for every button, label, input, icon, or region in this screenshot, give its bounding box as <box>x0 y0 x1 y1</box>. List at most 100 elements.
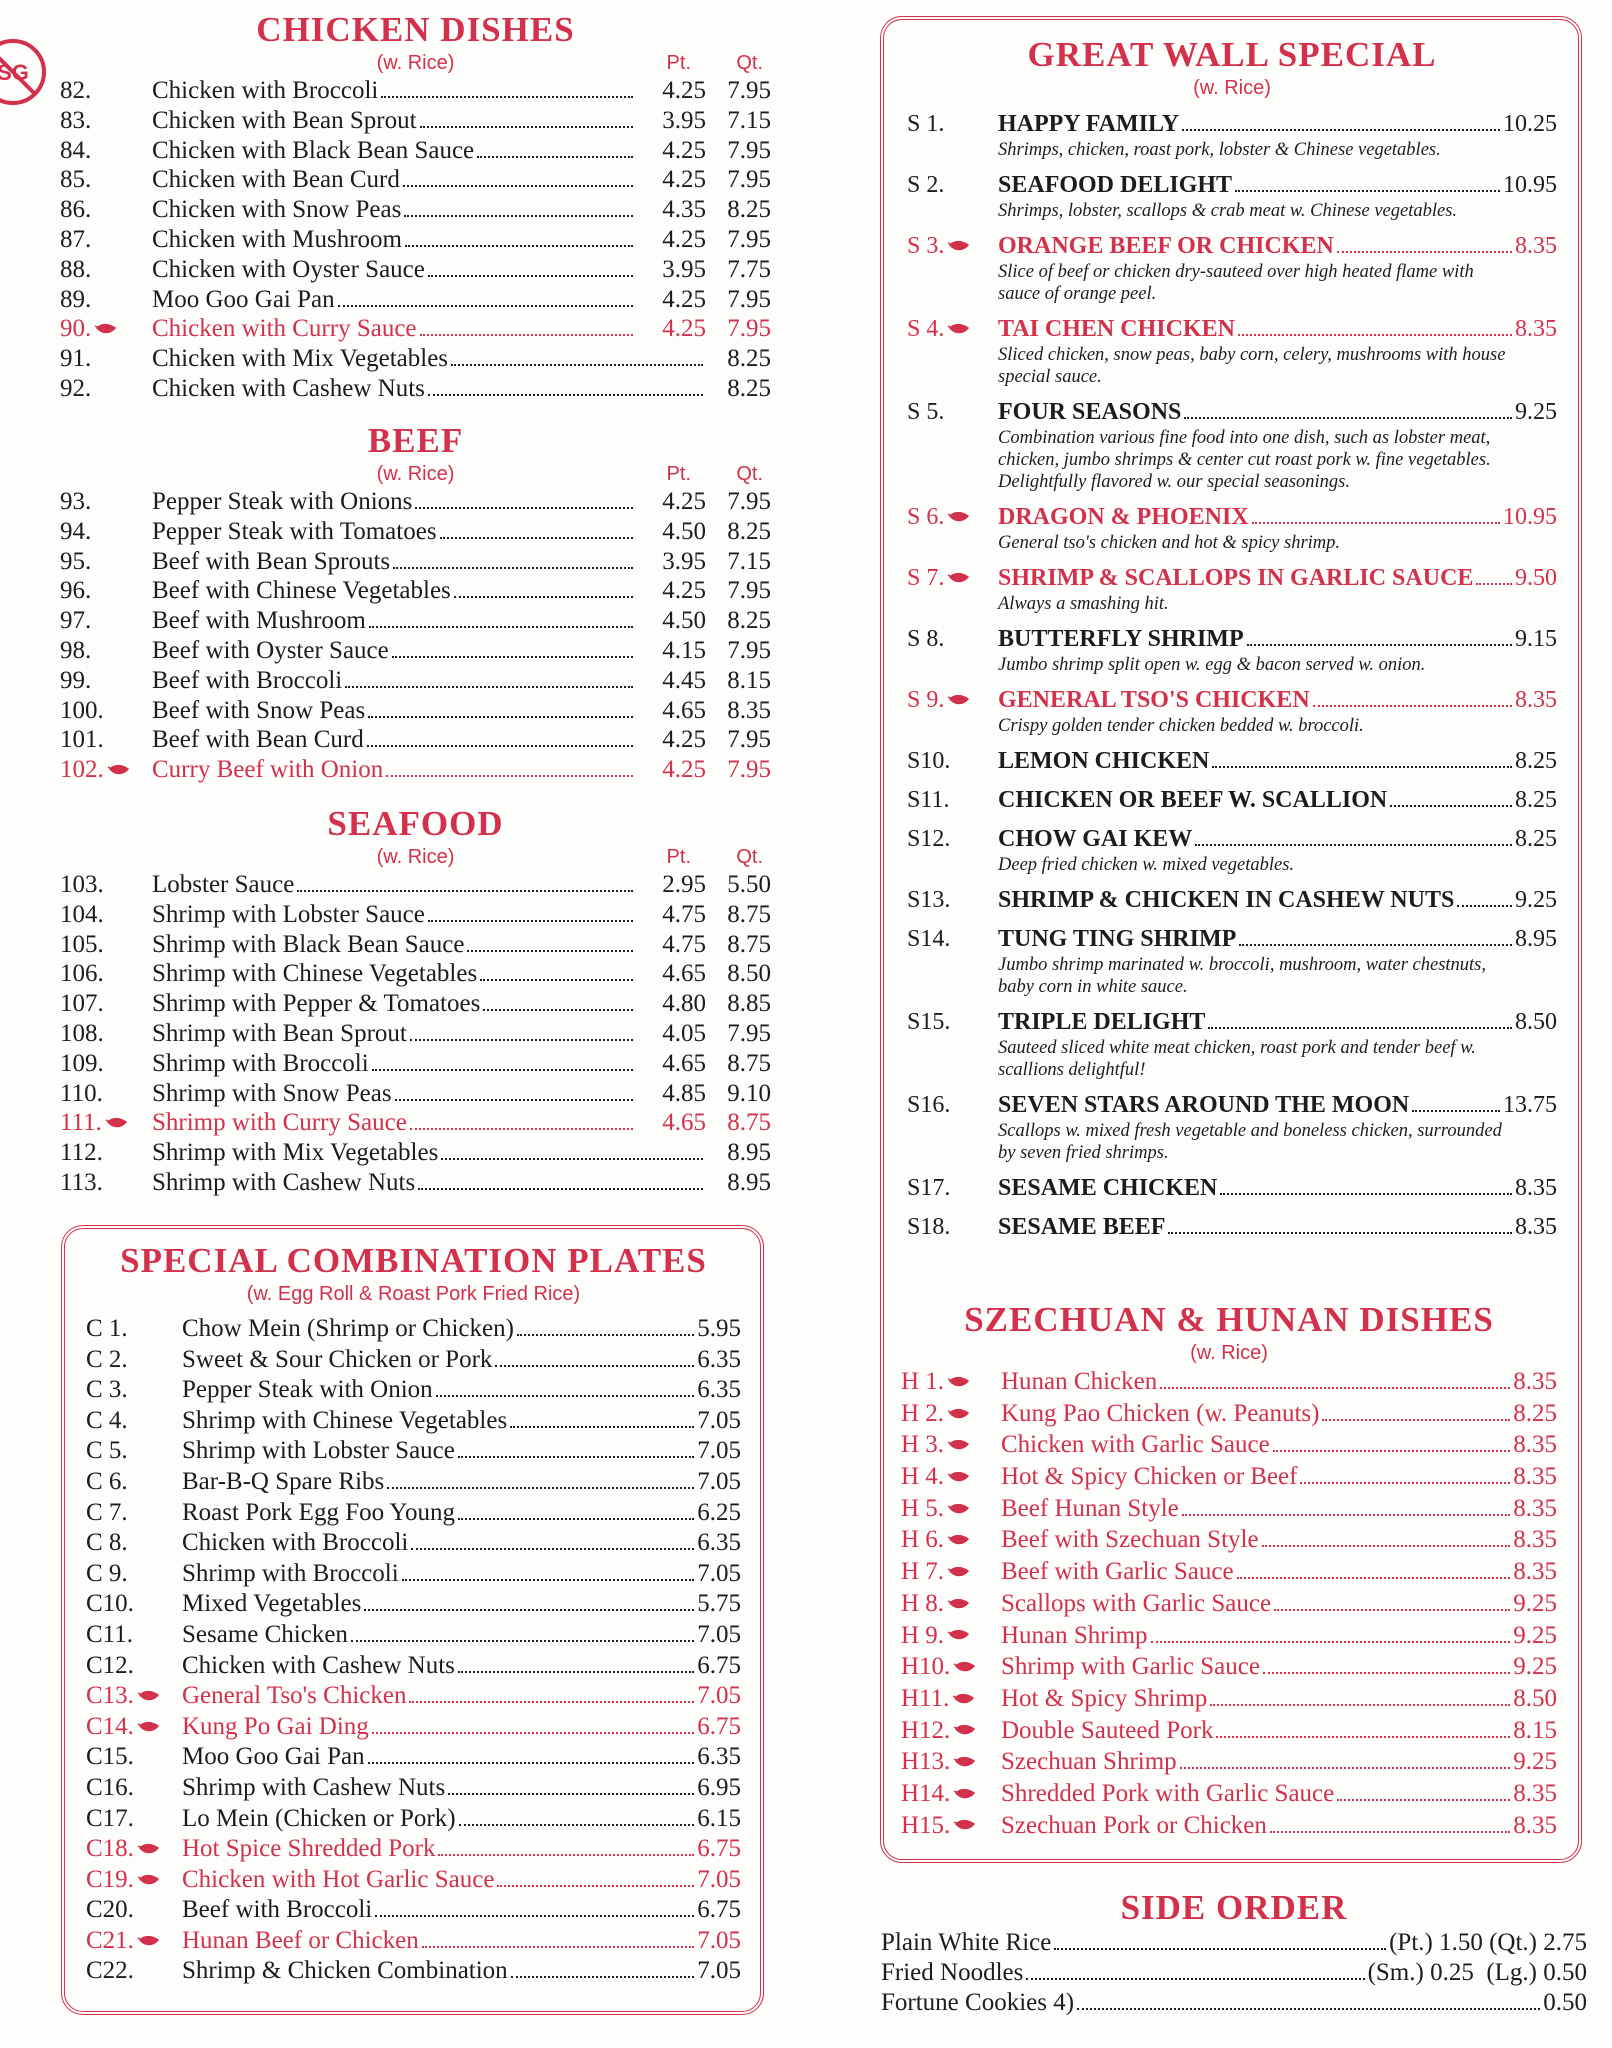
item-number-text: H10. <box>901 1653 951 1681</box>
item-name: Shrimp with Mix Vegetables <box>152 1139 439 1167</box>
item-name: Chicken with Mushroom <box>152 225 402 253</box>
menu-item: H15. Szechuan Pork or Chicken 8.35 <box>901 1810 1557 1842</box>
menu-item: C13. General Tso's Chicken 7.05 <box>86 1681 741 1712</box>
item-price: 8.50 <box>1513 1684 1557 1712</box>
dot-leader <box>1235 190 1500 192</box>
menu-section: SEAFOOD (w. Rice) Pt. Qt. 103. Lobster Sauce 2… <box>60 804 771 1198</box>
item-price: 7.05 <box>697 1926 741 1954</box>
item-number-text: 105. <box>60 930 104 958</box>
dot-leader <box>381 96 633 98</box>
item-number-text: S11. <box>907 787 950 813</box>
item-name: Shrimp with Cashew Nuts <box>152 1168 416 1196</box>
item-price: 8.35 <box>1513 1494 1557 1522</box>
item-price: 10.25 <box>1503 111 1557 137</box>
item-name: General Tso's Chicken <box>182 1682 407 1710</box>
item-number: S 6. <box>907 502 998 532</box>
item-price: 8.25 <box>727 196 771 224</box>
pepper-icon <box>137 1721 160 1732</box>
item-name: SEAFOOD DELIGHT <box>998 172 1233 198</box>
dot-leader <box>419 334 633 337</box>
item-price: 8.85 <box>727 990 771 1018</box>
item-number-text: S 1. <box>907 111 945 137</box>
item-price: 7.05 <box>697 1682 741 1710</box>
item-description: Slice of beef or chicken dry-sauteed ove… <box>998 262 1474 304</box>
menu-item: 82. Chicken with Broccoli 4.25 7.95 <box>60 76 771 106</box>
item-name: Lo Mein (Chicken or Pork) <box>182 1804 456 1832</box>
item-number-text: 100. <box>60 696 104 724</box>
menu-item: C14. Kung Po Gai Ding 6.75 <box>86 1712 741 1743</box>
item-price: 8.35 <box>1515 233 1557 259</box>
item-price: 8.35 <box>1515 1214 1557 1240</box>
item-price: 8.35 <box>727 696 771 724</box>
menu-item: S 4. TAI CHEN CHICKEN 8.35 <box>907 314 1557 344</box>
item-number-text: 113. <box>60 1168 103 1196</box>
item-price: 0.50 <box>1543 1988 1587 2016</box>
item-name: Moo Goo Gai Pan <box>152 285 335 313</box>
dot-leader <box>1212 766 1512 768</box>
item-price: 7.95 <box>727 756 771 784</box>
logo: SG <box>0 39 46 105</box>
item-number: S 4. <box>907 314 998 344</box>
item-name: SESAME BEEF <box>998 1214 1166 1240</box>
item-name: LEMON CHICKEN <box>998 748 1210 774</box>
special-item: S13. SHRIMP & CHICKEN IN CASHEW NUTS 9.25 <box>907 885 1557 924</box>
section-note-row: (w. Rice) <box>907 75 1557 101</box>
dot-leader <box>409 1701 695 1704</box>
item-name: Beef with Broccoli <box>152 666 343 694</box>
item-number: 96. <box>60 576 152 606</box>
item-price: 3.95 <box>662 106 706 134</box>
item-name: Shredded Pork with Garlic Sauce <box>1001 1779 1335 1807</box>
item-name: TUNG TING SHRIMP <box>998 926 1237 952</box>
item-number: S 3. <box>907 231 998 261</box>
item-name: Chicken with Garlic Sauce <box>1001 1431 1270 1459</box>
item-number-text: H 4. <box>901 1463 945 1491</box>
item-name: BUTTERFLY SHRIMP <box>998 626 1244 652</box>
item-number-text: 106. <box>60 960 104 988</box>
item-price: 8.25 <box>727 374 771 402</box>
item-number-text: H 7. <box>901 1558 945 1586</box>
item-price: 7.95 <box>727 77 771 104</box>
item-price: 8.15 <box>1513 1716 1557 1744</box>
item-number: 112. <box>60 1138 152 1168</box>
item-price: 2.95 <box>662 871 706 898</box>
item-price: 7.95 <box>727 636 771 664</box>
menu-item: S 1. HAPPY FAMILY 10.25 <box>907 109 1557 139</box>
item-price: 4.65 <box>662 1109 706 1137</box>
item-price: 4.65 <box>662 960 706 988</box>
item-number-text: 83. <box>60 106 92 134</box>
item-name: Shrimp & Chicken Combination <box>182 1957 508 1985</box>
item-name: Shrimp with Garlic Sauce <box>1001 1653 1260 1681</box>
item-name: Beef with Oyster Sauce <box>152 636 389 664</box>
menu-item: H 4. Hot & Spicy Chicken or Beef 8.35 <box>901 1461 1557 1493</box>
item-number-text: C13. <box>86 1682 134 1710</box>
item-price: 4.65 <box>662 696 706 724</box>
item-number-text: 92. <box>60 374 92 402</box>
dot-leader <box>1220 1193 1512 1195</box>
menu-item: C 4. Shrimp with Chinese Vegetables 7.05 <box>86 1406 741 1437</box>
menu-item: 106. Shrimp with Chinese Vegetables 4.65 8.… <box>60 959 771 989</box>
menu-item: C20. Beef with Broccoli 6.75 <box>86 1895 741 1926</box>
dot-leader <box>1476 583 1512 585</box>
item-number-text: S12. <box>907 826 951 852</box>
dot-leader <box>1272 1450 1511 1453</box>
item-price: 4.45 <box>662 666 706 694</box>
item-number-text: C14. <box>86 1712 134 1740</box>
dot-leader <box>448 1792 695 1795</box>
section-title: GREAT WALL SPECIAL <box>1027 35 1437 74</box>
item-number: C16. <box>86 1773 182 1804</box>
item-number-text: C19. <box>86 1865 134 1893</box>
item-number: 92. <box>60 374 152 404</box>
item-number-text: 108. <box>60 1019 104 1047</box>
item-number: 101. <box>60 725 152 755</box>
dot-leader <box>427 274 633 277</box>
menu-item: 94. Pepper Steak with Tomatoes 4.50 8.25 <box>60 517 771 547</box>
item-number: S10. <box>907 746 998 776</box>
item-name: Szechuan Pork or Chicken <box>1001 1811 1267 1839</box>
dot-leader <box>1237 334 1512 336</box>
dot-leader <box>1251 522 1500 524</box>
item-price: 4.75 <box>662 900 706 928</box>
item-number-text: C20. <box>86 1896 134 1924</box>
item-price: 9.10 <box>727 1079 771 1107</box>
dot-leader <box>1168 1232 1512 1234</box>
dot-leader <box>404 215 633 218</box>
